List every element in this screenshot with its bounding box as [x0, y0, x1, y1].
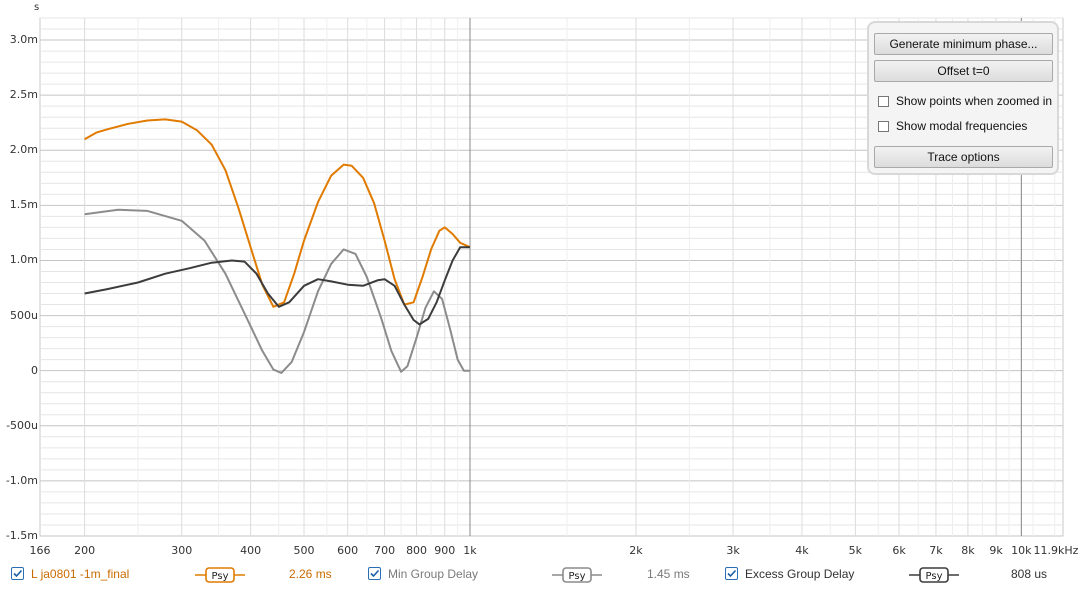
x-tick-label: 200	[74, 544, 96, 557]
x-tick-label: 3k	[726, 544, 740, 557]
show-modal-checkbox-box[interactable]	[878, 120, 889, 132]
trace-visible-checkbox[interactable]	[368, 567, 381, 580]
trace-name-label[interactable]: Excess Group Delay	[745, 567, 855, 581]
legend-psy-box	[562, 567, 592, 583]
checkmark-icon	[13, 569, 23, 578]
x-tick-label: 10k	[1011, 544, 1032, 557]
checkmark-icon	[370, 569, 380, 578]
x-tick-label: 300	[171, 544, 193, 557]
show-points-checkbox-box[interactable]	[878, 95, 889, 107]
trace-value-label: 1.45 ms	[647, 567, 690, 581]
x-tick-label: 1k	[463, 544, 477, 557]
show-modal-label: Show modal frequencies	[896, 119, 1028, 133]
y-tick-label: 1.0m	[9, 253, 38, 267]
graph-controls-panel: Generate minimum phase... Offset t=0 Sho…	[867, 21, 1059, 175]
trace-legend: L ja0801 -1m_final Psy 2.26 ms Min Group…	[0, 562, 1084, 588]
show-points-checkbox[interactable]: Show points when zoomed in	[878, 94, 1052, 108]
legend-psy-box	[205, 567, 235, 583]
series-line	[84, 118, 471, 308]
y-tick-label: 3.0m	[9, 33, 38, 47]
x-tick-label: 4k	[795, 544, 809, 557]
trace-line-style-icon[interactable]: Psy	[908, 566, 960, 584]
trace-value-label: 808 us	[1011, 567, 1048, 581]
trace-line-style-icon[interactable]: Psy	[551, 566, 603, 584]
x-tick-label: 166	[29, 544, 51, 557]
x-tick-label: 7k	[929, 544, 943, 557]
legend-psy-text: Psy	[569, 571, 586, 582]
y-tick-label: -500u	[6, 418, 38, 432]
y-tick-label: -1.0m	[5, 473, 38, 487]
x-tick-label: 500	[293, 544, 315, 557]
checkmark-icon	[727, 569, 737, 578]
x-tick-label: 400	[240, 544, 262, 557]
y-tick-label: 1.5m	[9, 198, 38, 212]
generate-minimum-phase-button[interactable]: Generate minimum phase...	[874, 33, 1053, 55]
show-modal-checkbox[interactable]: Show modal frequencies	[878, 119, 1027, 133]
legend-psy-text: Psy	[926, 571, 943, 582]
y-tick-label: 0	[31, 363, 38, 377]
trace-visible-checkbox[interactable]	[11, 567, 24, 580]
x-tick-label: 11.9kHz	[1033, 544, 1079, 557]
y-unit-label: s	[34, 2, 40, 13]
trace-visible-checkbox[interactable]	[725, 567, 738, 580]
y-tick-label: 2.5m	[9, 88, 38, 102]
trace-name-label[interactable]: Min Group Delay	[388, 567, 479, 581]
y-tick-label: 2.0m	[9, 143, 38, 157]
x-tick-label: 6k	[892, 544, 906, 557]
x-tick-label: 9k	[989, 544, 1003, 557]
x-tick-label: 600	[337, 544, 359, 557]
show-points-label: Show points when zoomed in	[896, 94, 1053, 108]
trace-value-label: 2.26 ms	[289, 567, 332, 581]
trace-line-style-icon[interactable]: Psy	[194, 566, 246, 584]
trace-name-label[interactable]: L ja0801 -1m_final	[31, 567, 130, 581]
x-tick-label: 900	[434, 544, 456, 557]
legend-psy-text: Psy	[212, 571, 229, 582]
legend-psy-box	[919, 567, 949, 583]
x-tick-label: 5k	[848, 544, 863, 557]
x-tick-label: 800	[406, 544, 428, 557]
x-tick-label: 8k	[961, 544, 975, 557]
y-tick-label: -1.5m	[5, 529, 38, 542]
series-line	[84, 246, 470, 326]
offset-t0-button[interactable]: Offset t=0	[874, 60, 1053, 82]
x-tick-label: 700	[374, 544, 396, 557]
x-tick-label: 2k	[629, 544, 643, 557]
trace-options-button[interactable]: Trace options	[874, 146, 1053, 168]
y-tick-label: 500u	[10, 308, 38, 322]
